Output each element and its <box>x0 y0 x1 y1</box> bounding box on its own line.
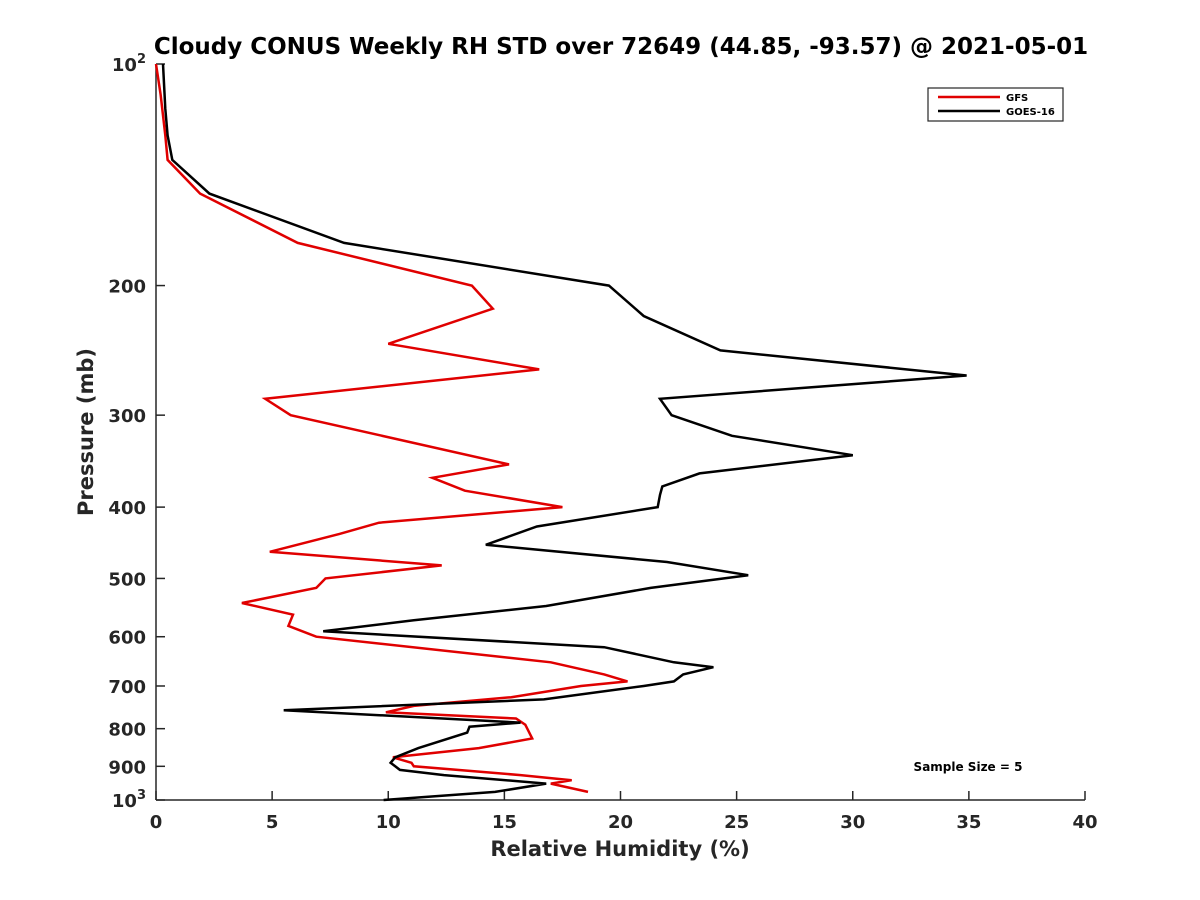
x-tick-label: 35 <box>956 812 981 833</box>
series-lines <box>154 63 967 802</box>
y-tick-label: 103 <box>112 788 146 812</box>
y-tick-base: 10 <box>112 55 137 76</box>
legend: GFS GOES-16 <box>927 87 1064 122</box>
x-tick-label: 10 <box>376 812 401 833</box>
y-tick-label: 500 <box>108 569 146 590</box>
x-axis-label: Relative Humidity (%) <box>490 837 749 861</box>
y-tick-label: 700 <box>108 677 146 698</box>
y-tick-label: 102 <box>112 52 146 76</box>
x-tick-label: 5 <box>266 812 279 833</box>
y-tick-exponent: 2 <box>137 52 146 67</box>
series-line-gfs <box>154 63 628 794</box>
y-tick-label: 400 <box>108 498 146 519</box>
x-tick-label: 30 <box>840 812 865 833</box>
y-axis-label: Pressure (mb) <box>74 348 98 516</box>
y-tick-label: 800 <box>108 720 146 741</box>
x-tick-label: 20 <box>608 812 633 833</box>
y-tick-label: 300 <box>108 406 146 427</box>
x-tick-label: 40 <box>1072 812 1097 833</box>
y-tick-base: 10 <box>112 791 137 812</box>
y-tick-label: 600 <box>108 628 146 649</box>
y-tick-exponent: 3 <box>137 788 146 803</box>
legend-label-gfs: GFS <box>1006 93 1028 104</box>
legend-label-goes16: GOES-16 <box>1006 107 1055 118</box>
x-tick-label: 25 <box>724 812 749 833</box>
chart-title: Cloudy CONUS Weekly RH STD over 72649 (4… <box>154 34 1088 60</box>
series-line-goes16 <box>161 63 967 802</box>
y-tick-label: 200 <box>108 277 146 298</box>
x-ticks: 0 5 10 15 20 25 30 35 40 <box>150 791 1098 833</box>
x-tick-label: 15 <box>492 812 517 833</box>
y-tick-label: 900 <box>108 757 146 778</box>
x-tick-label: 0 <box>150 812 163 833</box>
legend-box <box>927 87 1064 122</box>
sample-size-annotation: Sample Size = 5 <box>914 760 1023 774</box>
